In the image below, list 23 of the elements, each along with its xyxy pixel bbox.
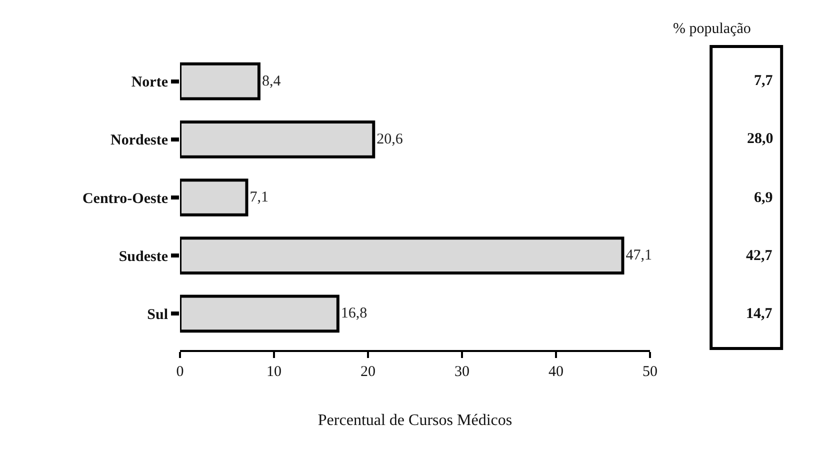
y-tick-label: Centro-Oeste — [82, 190, 168, 207]
x-tick-label: 50 — [642, 364, 658, 380]
text: 28,0 — [747, 131, 774, 147]
y-tick-label: Nordeste — [110, 132, 168, 149]
x-tick-label: 30 — [454, 364, 470, 380]
text: 7,7 — [754, 73, 774, 89]
data-label: 16,8 — [340, 306, 368, 322]
text: 14,7 — [746, 306, 773, 322]
x-tick-label: 20 — [360, 364, 376, 380]
y-tick-label: Sudeste — [118, 248, 168, 265]
text: 6,9 — [754, 190, 773, 206]
data-label: 47,1 — [626, 248, 652, 264]
y-tick-label: Sul — [147, 306, 168, 323]
data-label: 8,4 — [262, 73, 282, 90]
x-tick-label: 10 — [266, 364, 282, 380]
y-tick-label: Norte — [131, 74, 168, 91]
text: % população — [673, 21, 751, 37]
x-tick-label: 40 — [548, 364, 564, 380]
x-tick-label: 0 — [176, 364, 184, 380]
data-label: 20,6 — [376, 131, 404, 148]
text: 42,7 — [746, 248, 773, 264]
x-axis-title: Percentual de Cursos Médicos — [318, 412, 512, 430]
data-label: 7,1 — [250, 190, 268, 206]
